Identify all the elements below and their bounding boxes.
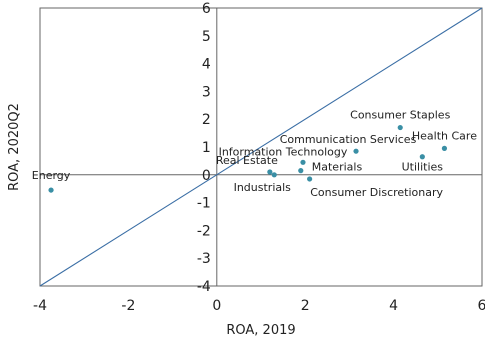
x-tick-label: -2 bbox=[121, 298, 135, 314]
point-label: Energy bbox=[32, 169, 71, 182]
x-tick-label: 4 bbox=[389, 298, 398, 314]
point-label: Information Technology bbox=[219, 145, 348, 158]
y-tick-label: -2 bbox=[197, 223, 211, 239]
point-label: Consumer Discretionary bbox=[310, 186, 443, 199]
y-tick-label: 4 bbox=[202, 57, 211, 73]
point-label: Real Estate bbox=[216, 154, 278, 167]
data-point bbox=[419, 154, 425, 160]
y-tick-label: -4 bbox=[197, 279, 211, 295]
point-labels: Energy Consumer Staples Health Care Utiliti… bbox=[32, 109, 477, 199]
y-tick-label: 0 bbox=[202, 168, 211, 184]
x-tick-label: -4 bbox=[33, 298, 47, 314]
y-tick-label: 2 bbox=[202, 112, 211, 128]
point-label: Health Care bbox=[412, 129, 477, 142]
data-point bbox=[397, 124, 403, 131]
y-tick-label: -1 bbox=[197, 196, 211, 212]
data-point bbox=[271, 172, 277, 178]
plot-area-border bbox=[39, 7, 483, 287]
y-tick-label: 3 bbox=[202, 84, 211, 100]
y-axis-title: ROA, 2020Q2 bbox=[7, 103, 22, 191]
data-point bbox=[353, 148, 359, 154]
x-tick-label: 0 bbox=[212, 298, 221, 314]
y-tick-label: 6 bbox=[202, 1, 211, 17]
x-tick-label: 6 bbox=[478, 298, 485, 314]
x-tick-label: 2 bbox=[301, 298, 310, 314]
y-tick-label: 5 bbox=[202, 29, 211, 45]
y-tick-label: 1 bbox=[202, 140, 211, 156]
data-point bbox=[267, 169, 273, 175]
reference-line-group bbox=[39, 7, 483, 287]
x-tick-labels: -4 -2 0 2 4 6 bbox=[33, 298, 485, 314]
data-points bbox=[48, 124, 448, 193]
plot-frame bbox=[39, 7, 483, 287]
axes bbox=[40, 8, 482, 286]
data-point bbox=[307, 176, 313, 182]
y-tick-labels: -4 -3 -2 -1 0 1 2 3 4 5 6 bbox=[197, 1, 211, 295]
point-label: Communication Services bbox=[280, 133, 417, 146]
data-point bbox=[298, 168, 304, 174]
point-label: Consumer Staples bbox=[350, 109, 450, 122]
data-point bbox=[300, 159, 306, 165]
y-tick-label: -3 bbox=[197, 251, 211, 267]
diagonal-reference-line bbox=[39, 7, 483, 287]
data-point bbox=[441, 145, 448, 151]
x-axis-title: ROA, 2019 bbox=[226, 323, 295, 338]
point-label: Industrials bbox=[234, 181, 292, 194]
data-point bbox=[48, 187, 54, 193]
point-label: Utilities bbox=[402, 161, 444, 174]
point-label: Materials bbox=[312, 161, 363, 174]
